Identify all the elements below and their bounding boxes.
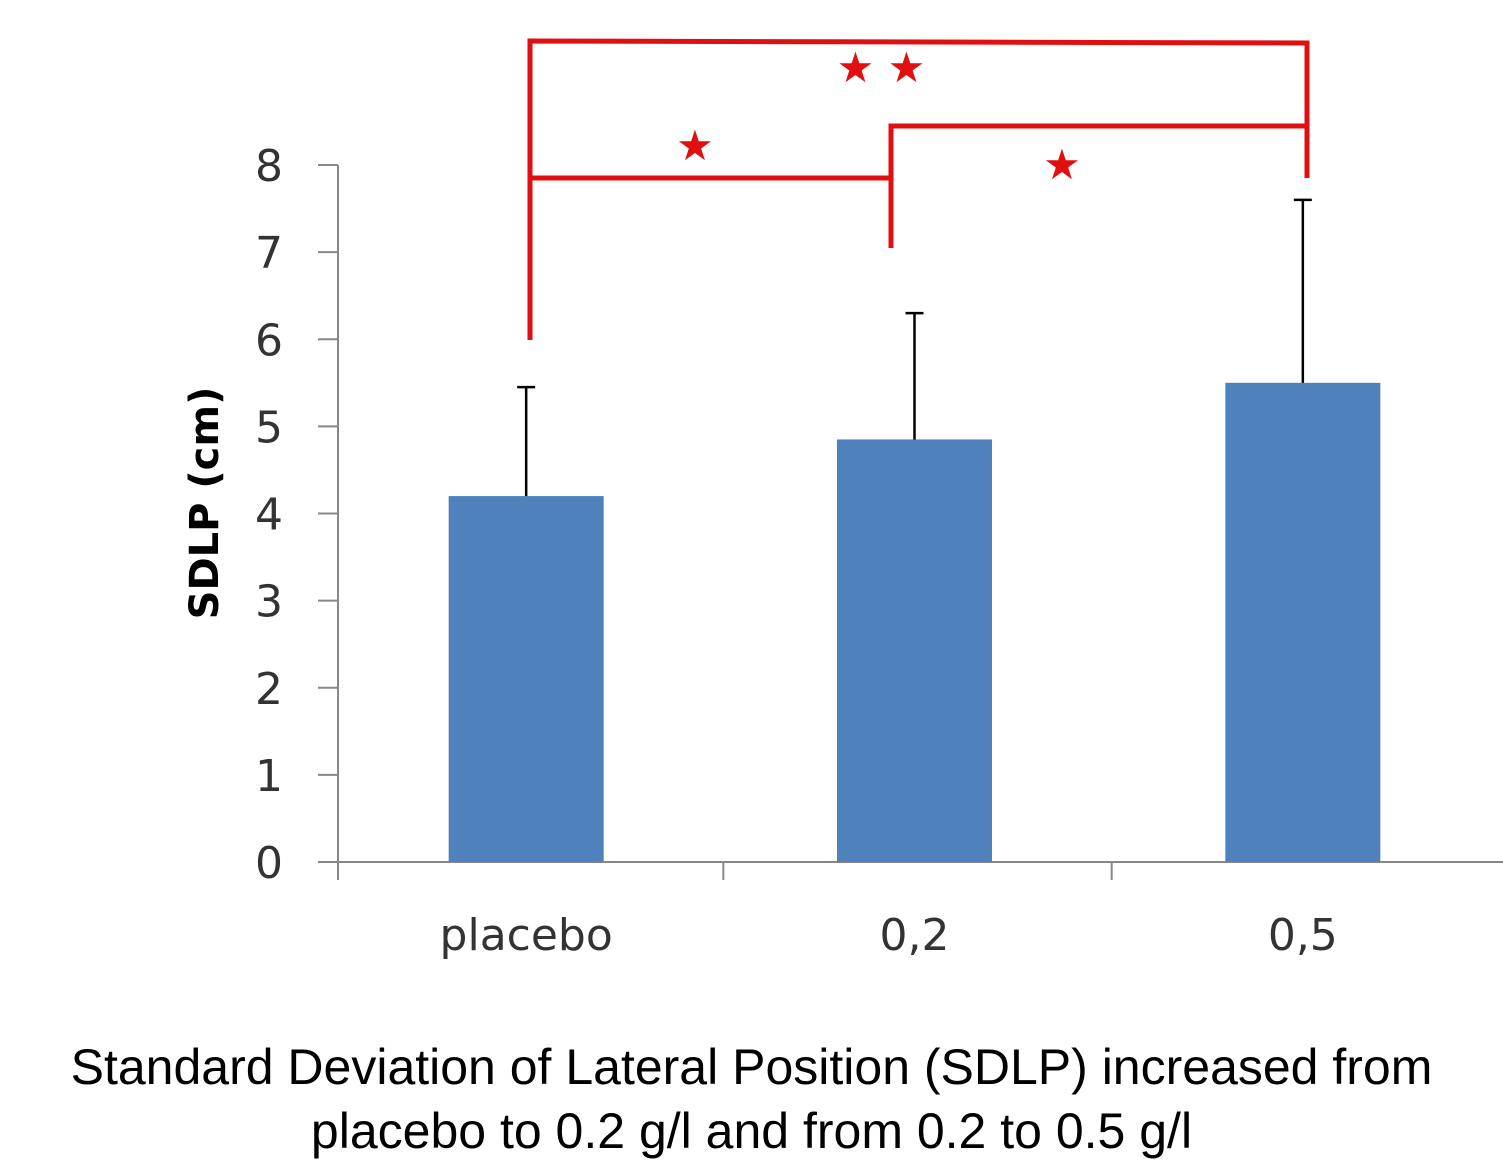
y-tick-label: 7 [255,228,283,279]
x-tick-label: 0,2 [880,910,950,961]
y-tick-label: 3 [255,577,283,628]
bar-2 [1225,382,1381,862]
y-tick-label: 4 [255,490,283,541]
y-tick-label: 6 [255,315,283,366]
y-tick-label: 5 [255,402,283,453]
y-axis-title: SDLP (cm) [182,387,228,620]
x-tick-label: placebo [440,910,613,961]
figure-caption: Standard Deviation of Lateral Position (… [0,1035,1503,1163]
chart-bars [448,382,1381,862]
bracket-placebo-0-2 [527,175,894,340]
bracket-0-2-0-5 [888,123,1310,178]
significance-star: ★ [676,121,714,170]
caption-line-2: placebo to 0.2 g/l and from 0.2 to 0.5 g… [310,1103,1193,1159]
significance-star: ★ [1043,140,1081,189]
bar-1 [837,439,992,862]
y-tick-label: 0 [255,838,283,889]
significance-brackets: ★ ★ ★ ★ [527,38,1310,340]
y-tick-label: 8 [255,141,283,192]
chart-error-bars [517,198,1312,497]
bar-0 [448,496,604,862]
bracket-placebo-0-5 [527,38,1310,178]
x-tick-label: 0,5 [1268,910,1338,961]
y-tick-label: 1 [255,751,283,802]
caption-line-1: Standard Deviation of Lateral Position (… [70,1039,1433,1095]
bar-chart: ★ ★ ★ ★ 0 1 2 3 4 5 6 7 8 SDLP (cm) placebo 0,2 0,5 [182,38,1503,961]
y-tick-label: 2 [255,664,283,715]
chart-labels: 0 1 2 3 4 5 6 7 8 SDLP (cm) placebo 0,2 0,5 [182,141,1338,961]
significance-stars: ★ ★ [837,43,926,92]
